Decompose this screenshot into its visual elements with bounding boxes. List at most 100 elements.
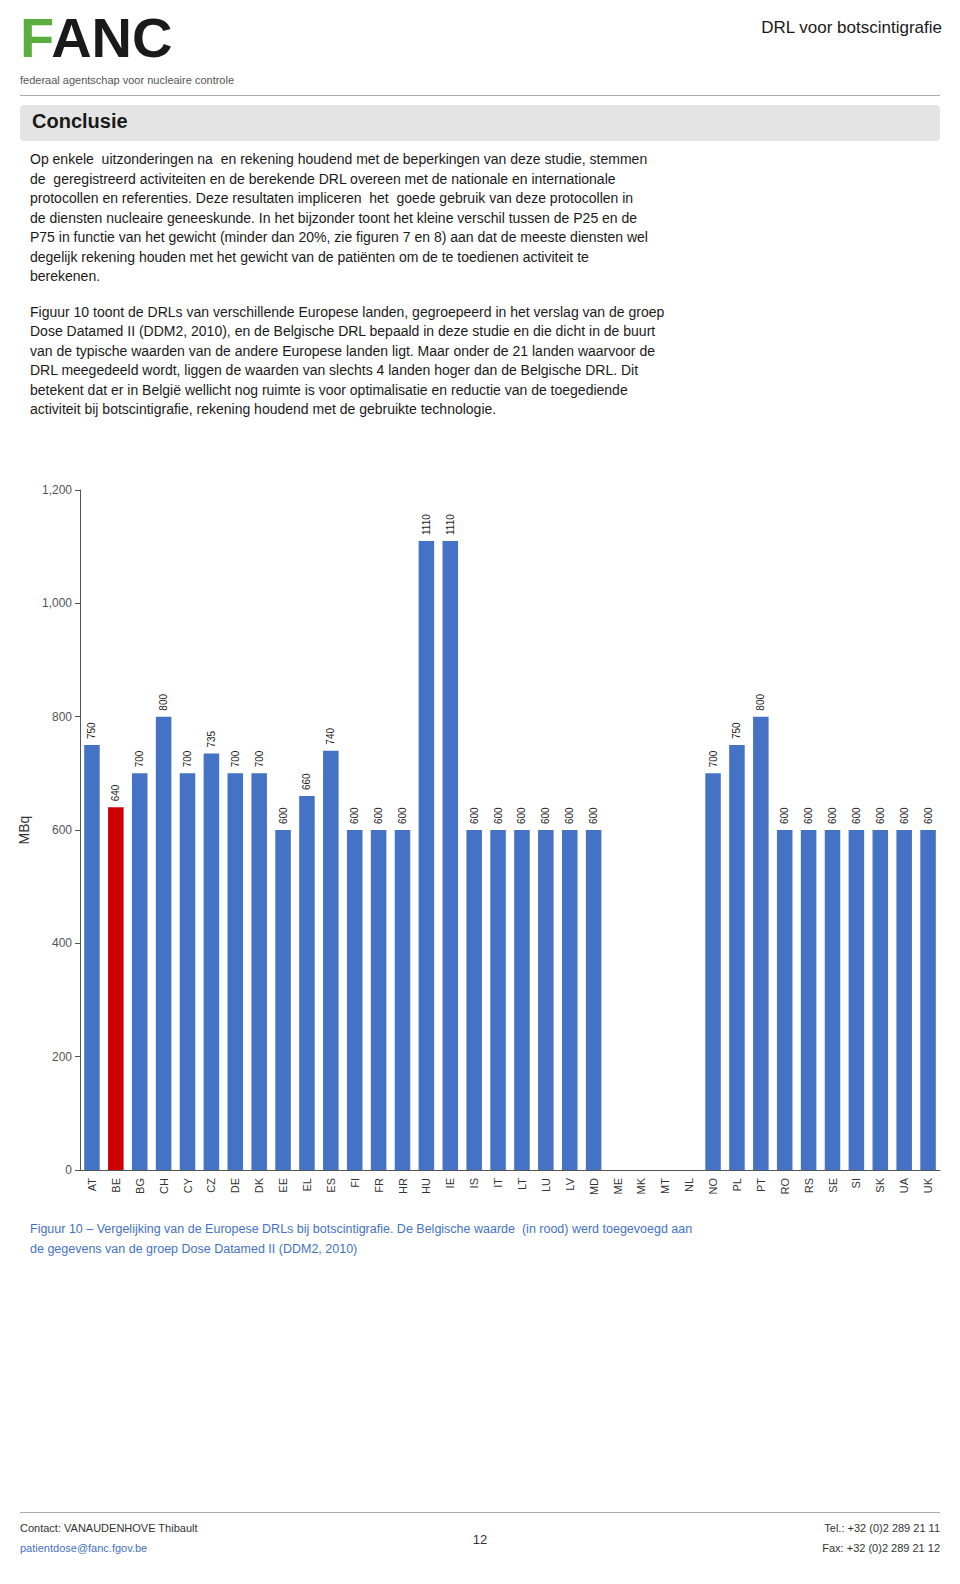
svg-text:LT: LT [516,1178,528,1190]
svg-text:DK: DK [253,1177,265,1193]
html-text:Op enkele uitzonderingen na en: Op enkele uitzonderingen na en rekening … [30,151,648,167]
html-text:Figuur 10 toont de DRLs van ve: Figuur 10 toont de DRLs van verschillend… [30,303,665,320]
html-text:DRL voor botscintigrafie: DRL voor botscintigrafie [761,18,942,37]
svg-text:LV: LV [564,1177,576,1190]
html-text:DRL meegedeeld wordt, liggen d: DRL meegedeeld wordt, liggen de waarden … [30,362,639,378]
svg-text:600: 600 [373,807,384,824]
html-text:12: 12 [472,1532,488,1547]
html-text:F ANC: F ANC [20,6,173,69]
svg-text:BG: BG [134,1178,146,1194]
svg-text:IT: IT [492,1178,504,1188]
html-text:van de typische waarden van de: van de typische waarden van de andere Eu… [30,342,655,359]
html-text:P75 in functie van het gewicht: P75 in functie van het gewicht (minder d… [30,229,648,245]
html-text:Contact: VANAUDENHOVE Thibault: Contact: VANAUDENHOVE Thibault [20,1522,198,1534]
svg-text:UK: UK [922,1177,934,1193]
svg-text:PL: PL [731,1178,743,1191]
svg-text:FR: FR [373,1178,385,1193]
svg-text:NO: NO [707,1178,719,1195]
svg-text:700: 700 [708,750,719,767]
svg-text:SE: SE [827,1178,839,1193]
svg-text:SI: SI [850,1178,862,1188]
svg-text:IS: IS [468,1178,480,1188]
html-text:betekent dat er in België well: betekent dat er in België wellicht nog r… [30,381,628,398]
svg-text:600: 600 [540,807,551,824]
svg-text:NL: NL [683,1178,695,1192]
html-text:berekenen.: berekenen. [30,268,101,284]
svg-text:MBq: MBq [16,816,32,845]
svg-text:740: 740 [325,728,336,745]
svg-text:600: 600 [564,807,575,824]
html-text:federaal agentschap voor nucle: federaal agentschap voor nucleaire contr… [20,74,234,86]
svg-text:800: 800 [755,694,766,711]
svg-text:600: 600 [493,807,504,824]
html-text:Dose Datamed II (DDM2, 2010),: Dose Datamed II (DDM2, 2010), en de Belg… [30,323,656,339]
svg-text:600: 600 [469,807,480,824]
svg-text:HU: HU [420,1178,432,1194]
svg-text:600: 600 [278,807,289,824]
svg-text:600: 600 [803,807,814,824]
svg-text:660: 660 [301,773,312,790]
svg-text:700: 700 [254,750,265,767]
svg-text:EL: EL [301,1178,313,1191]
svg-text:750: 750 [86,722,97,739]
svg-text:HR: HR [397,1178,409,1194]
svg-text:1110: 1110 [445,514,456,535]
svg-text:700: 700 [230,750,241,767]
svg-text:400: 400 [52,936,72,950]
svg-text:600: 600 [52,823,72,837]
svg-text:MT: MT [659,1178,671,1194]
svg-text:0: 0 [65,1163,72,1177]
html-text:activiteit bij botscintigrafie: activiteit bij botscintigrafie, rekening… [30,401,497,417]
svg-text:700: 700 [182,750,193,767]
svg-text:1,000: 1,000 [42,596,72,610]
html-text:Tel.: +32 (0)2 289 21 11: Tel.: +32 (0)2 289 21 11 [824,1522,940,1534]
html-text:protocollen en referenties. De: protocollen en referenties. Deze resulta… [30,190,634,206]
svg-text:FI: FI [349,1178,361,1188]
html-text:Fax: +32 (0)2 289 21 12: Fax: +32 (0)2 289 21 12 [822,1542,940,1554]
svg-text:CZ: CZ [205,1178,217,1193]
svg-text:RS: RS [803,1178,815,1193]
svg-text:600: 600 [779,807,790,824]
svg-text:750: 750 [731,722,742,739]
svg-text:600: 600 [875,807,886,824]
svg-text:1,200: 1,200 [42,483,72,497]
svg-text:CH: CH [158,1178,170,1194]
svg-text:AT: AT [86,1178,98,1192]
svg-text:RO: RO [779,1178,791,1195]
svg-text:640: 640 [110,784,121,801]
html-text:degelijk rekening houden met h: degelijk rekening houden met het gewicht… [30,248,589,265]
html-text:patientdose@fanc.fgov.be: patientdose@fanc.fgov.be [20,1542,148,1554]
html-text:Conclusie: Conclusie [32,110,128,132]
svg-text:BE: BE [110,1178,122,1193]
svg-text:MD: MD [588,1178,600,1195]
html-text:Figuur 10 – Vergelijking van d: Figuur 10 – Vergelijking van de Europese… [30,1222,693,1236]
svg-text:CY: CY [182,1177,194,1193]
html-text:de geregistreerd activiteiten: de geregistreerd activiteiten en de bere… [30,170,616,187]
svg-text:600: 600 [588,807,599,824]
svg-text:600: 600 [516,807,527,824]
html-text:de gegevens van de groep Dose: de gegevens van de groep Dose Datamed II… [30,1242,358,1256]
svg-text:800: 800 [158,694,169,711]
svg-text:PT: PT [755,1178,767,1192]
svg-text:600: 600 [923,807,934,824]
svg-text:1110: 1110 [421,514,432,535]
svg-text:ES: ES [325,1178,337,1193]
svg-text:LU: LU [540,1178,552,1192]
svg-text:EE: EE [277,1178,289,1193]
svg-text:MK: MK [635,1177,647,1194]
svg-text:SK: SK [874,1177,886,1192]
svg-text:600: 600 [397,807,408,824]
svg-text:ME: ME [612,1178,624,1195]
svg-text:600: 600 [349,807,360,824]
svg-text:600: 600 [899,807,910,824]
svg-text:600: 600 [851,807,862,824]
svg-text:IE: IE [444,1178,456,1188]
svg-text:200: 200 [52,1050,72,1064]
svg-text:600: 600 [827,807,838,824]
svg-text:DE: DE [229,1178,241,1193]
html-text:de diensten nucleaire geneesku: de diensten nucleaire geneeskunde. In he… [30,209,638,226]
svg-text:UA: UA [898,1177,910,1193]
svg-text:735: 735 [206,730,217,747]
svg-text:700: 700 [134,750,145,767]
svg-text:800: 800 [52,710,72,724]
